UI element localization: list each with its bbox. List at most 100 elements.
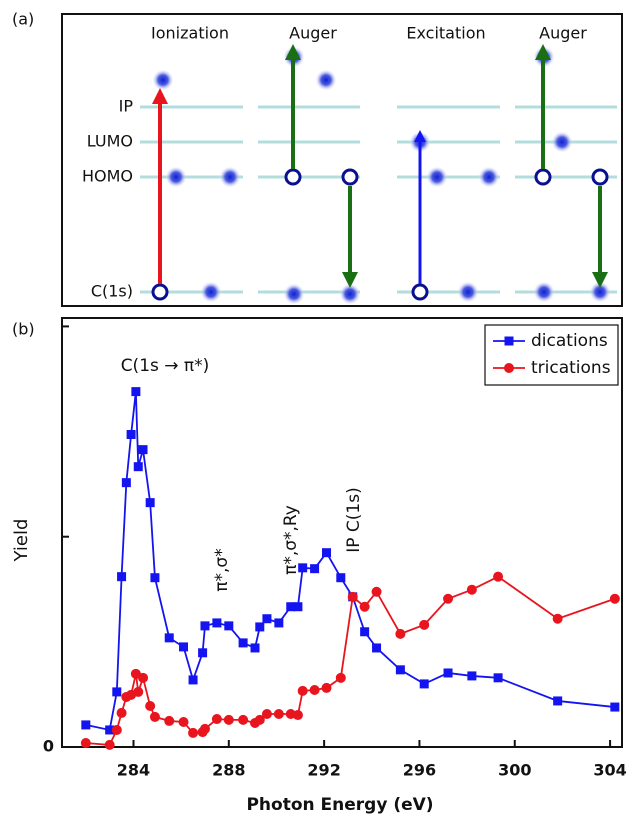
marker (238, 714, 249, 725)
marker (164, 633, 174, 643)
marker (199, 723, 210, 734)
marker (126, 430, 136, 440)
marker (254, 714, 265, 725)
marker (298, 563, 308, 573)
marker (273, 708, 284, 719)
frame (61, 13, 623, 307)
marker (188, 675, 198, 685)
marker (395, 628, 406, 639)
marker (80, 738, 91, 749)
marker (211, 714, 222, 725)
marker (419, 679, 429, 689)
legend-box (484, 324, 619, 386)
header: Auger (289, 24, 337, 43)
arrows (152, 44, 608, 288)
header: Ionization (151, 24, 229, 43)
marker (198, 648, 208, 658)
marker (104, 739, 115, 750)
legend-marker (504, 363, 514, 373)
marker (336, 573, 346, 583)
marker (223, 714, 234, 725)
x-tick-label: 288 (212, 761, 245, 780)
marker (224, 621, 234, 631)
marker (133, 462, 143, 472)
annotation: π*,σ* (212, 548, 232, 591)
marker (250, 643, 260, 653)
marker (322, 548, 332, 558)
header: Auger (539, 24, 587, 43)
marker (255, 622, 265, 632)
marker (262, 614, 272, 624)
panel-b: (b) Photon Energy (eV) Yield (11, 320, 434, 816)
marker (116, 707, 127, 718)
x-axis-label: Photon Energy (eV) (246, 795, 433, 815)
marker (150, 573, 160, 583)
panel-label: (b) (12, 320, 35, 339)
marker (105, 725, 115, 735)
marker (121, 478, 131, 488)
marker (493, 673, 503, 683)
marker (212, 618, 222, 628)
y-axis-label: Yield (11, 519, 32, 563)
marker (133, 686, 144, 697)
header: Excitation (406, 24, 485, 43)
marker (286, 602, 296, 612)
marker (138, 672, 149, 683)
marker (188, 727, 199, 738)
annotation: IP C(1s) (344, 487, 364, 552)
marker (297, 685, 308, 696)
marker (81, 720, 91, 730)
legend-label: trications (531, 358, 611, 378)
levels (140, 105, 617, 294)
level-label: IP (119, 97, 134, 116)
marker (552, 613, 563, 624)
legend-marker (504, 336, 514, 346)
marker (111, 724, 122, 735)
x-tick-label: 304 (593, 761, 626, 780)
panel-a: (a) Ionization Auger Excitation Auger IP… (12, 10, 623, 307)
legend-label: dications (531, 331, 608, 351)
marker (309, 685, 320, 696)
series-line (85, 391, 615, 732)
marker (467, 671, 477, 681)
annotation: C(1s → π*) (121, 356, 210, 376)
marker (609, 593, 620, 604)
marker (553, 696, 563, 706)
marker (371, 586, 382, 597)
marker (112, 687, 122, 697)
marker (145, 700, 156, 711)
marker (238, 638, 248, 648)
marker (443, 668, 453, 678)
level-label: HOMO (82, 167, 133, 186)
marker (138, 445, 148, 455)
marker (310, 564, 320, 574)
marker (372, 643, 382, 653)
marker (610, 702, 620, 712)
x-tick-label: 300 (498, 761, 531, 780)
marker (443, 593, 454, 604)
marker (347, 591, 358, 602)
marker (178, 716, 189, 727)
marker (293, 602, 303, 612)
marker (493, 571, 504, 582)
marker (149, 711, 160, 722)
level-label: LUMO (87, 132, 133, 151)
panel-label: (a) (12, 10, 34, 29)
marker (292, 710, 303, 721)
marker (274, 618, 284, 628)
x-tick-label: 296 (403, 761, 436, 780)
x-tick-label: 284 (117, 761, 150, 780)
marker (321, 682, 332, 693)
marker (131, 387, 141, 397)
marker (359, 601, 370, 612)
annotation: π*,σ*,Ry (281, 505, 301, 575)
marker (200, 621, 210, 631)
marker (261, 708, 272, 719)
plot-frame (61, 317, 623, 748)
marker (395, 665, 405, 675)
x-tick-label: 292 (307, 761, 340, 780)
marker (335, 672, 346, 683)
marker (117, 572, 127, 582)
marker (419, 619, 430, 630)
